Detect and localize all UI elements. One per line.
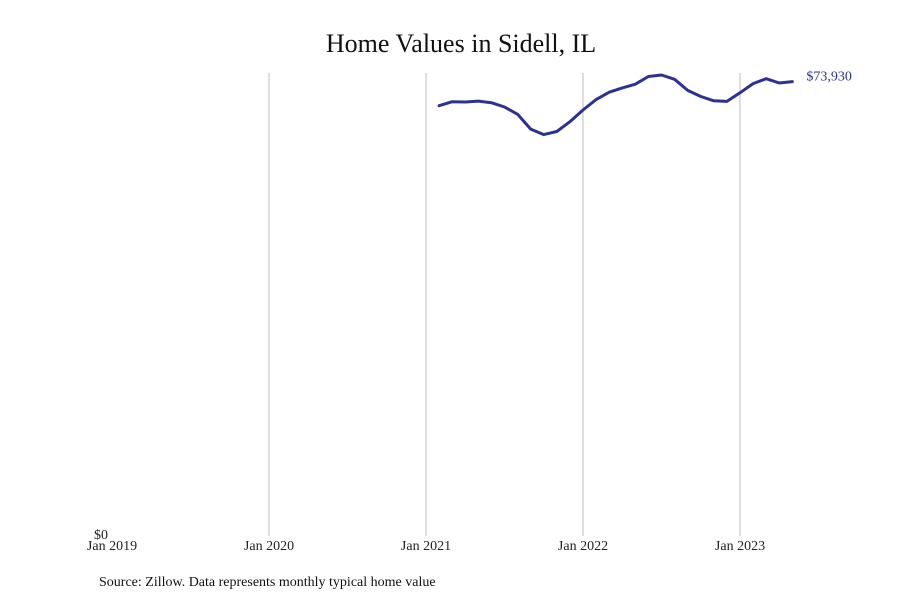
x-tick-label: Jan 2020 — [244, 539, 294, 554]
series-line-0 — [437, 73, 794, 137]
source-note: Source: Zillow. Data represents monthly … — [99, 575, 436, 590]
x-tick-label: Jan 2019 — [87, 539, 137, 554]
series-layer: $73,930 — [437, 70, 852, 137]
vertical-grid — [268, 73, 741, 536]
x-tick-label: Jan 2023 — [715, 539, 765, 554]
series-end-label: $73,930 — [806, 70, 852, 85]
x-tick-label: Jan 2022 — [558, 539, 608, 554]
y-tick-label: $0 — [94, 528, 108, 543]
x-tick-label: Jan 2021 — [401, 539, 451, 554]
y-axis-ticks: $0 — [94, 528, 108, 543]
x-axis-ticks: Jan 2019 Jan 2020 Jan 2021 Jan 2022 Jan 2023 — [87, 539, 765, 554]
chart-title: Home Values in Sidell, IL — [326, 29, 596, 58]
